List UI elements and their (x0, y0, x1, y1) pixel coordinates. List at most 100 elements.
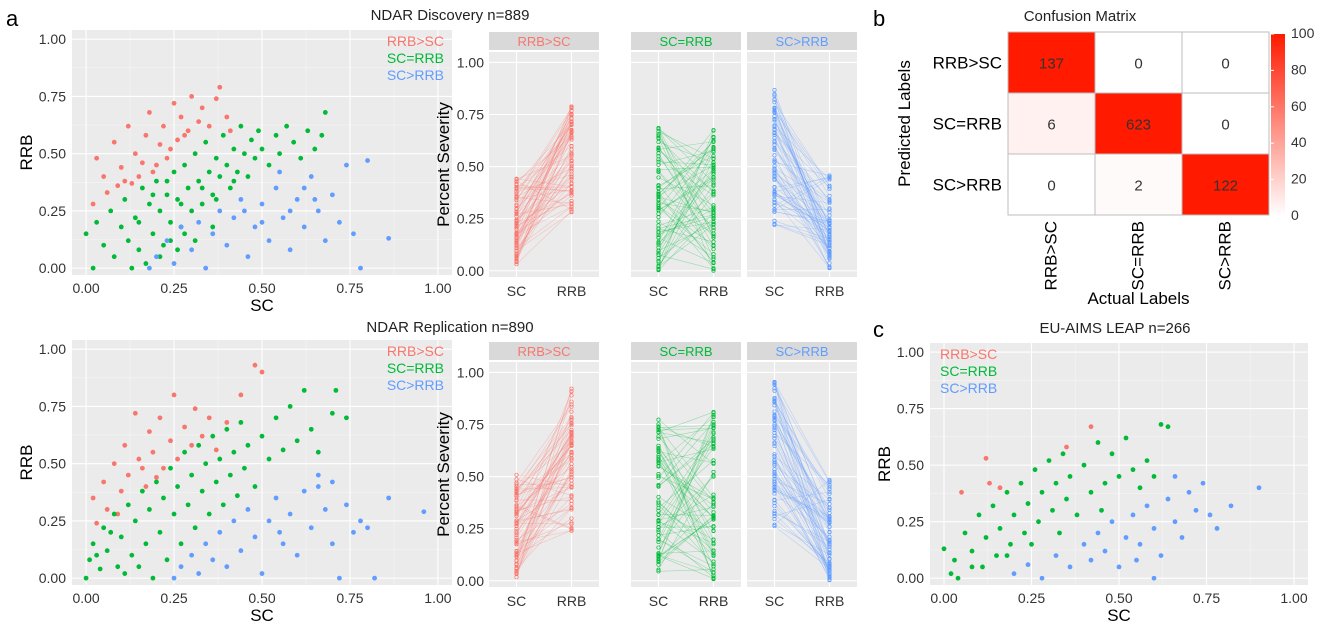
replication-sev-strip-label: SC>RRB (775, 344, 828, 359)
discovery-sev-sc-point (514, 235, 519, 240)
replication-point-SC=RRB (132, 518, 138, 524)
discovery-point-SC>RRB (386, 235, 392, 241)
discovery-sev-pair-line (516, 171, 572, 258)
discovery-point-SC=RRB (136, 219, 142, 225)
replication-point-SC>RRB (287, 511, 293, 517)
discovery-sev-pair-line (658, 161, 714, 166)
discovery-point-SC>RRB (210, 231, 216, 237)
discovery-sev-rrb-point (569, 209, 574, 214)
replication-sev-pair-line (774, 510, 830, 547)
replication-point-RRB>SC (139, 465, 145, 471)
replication-sev-sc-point (772, 484, 777, 489)
discovery-point-SC=RRB (210, 224, 216, 230)
discovery-sev-sc-point (772, 140, 777, 145)
confusion-cell-value: 0 (1047, 178, 1055, 195)
discovery-sev-pair-line (774, 176, 830, 252)
replication-sev-rrb-point (827, 480, 832, 485)
euaims-point-SC=RRB (1095, 440, 1101, 445)
colorbar-tick-label: 40 (1291, 134, 1307, 150)
discovery-sev-sc-point (514, 236, 519, 241)
euaims-point-SC=RRB (1116, 474, 1122, 479)
discovery-sev-ytick: 0.50 (457, 159, 484, 175)
replication-sev-pair-line (516, 440, 572, 568)
discovery-point-SC=RRB (277, 151, 282, 157)
discovery-sev-pair-line (774, 125, 830, 216)
discovery-point-SC=RRB (132, 215, 138, 221)
discovery-sev-pair-line (658, 131, 714, 159)
replication-sev-pair-line (658, 424, 714, 580)
discovery-sev-sc-point (514, 243, 519, 248)
discovery-point-SC>RRB (277, 169, 282, 175)
discovery-sev-pair-line (774, 149, 830, 225)
discovery-sev-rrb-point (827, 185, 832, 190)
replication-point-SC=RRB (83, 575, 89, 581)
discovery-point-RRB>SC (90, 201, 96, 207)
replication-sev-rrb-point (827, 524, 832, 529)
discovery-sev-rrb-point (827, 217, 832, 222)
replication-sev-pair-line (516, 476, 572, 496)
discovery-point-RRB>SC (157, 142, 163, 147)
discovery-sev-sc-point (772, 176, 777, 181)
replication-sev-sc-point (656, 458, 661, 463)
discovery-sev-sc-point (772, 169, 777, 174)
discovery-point-SC=RRB (185, 185, 191, 191)
discovery-sev-pair-line (774, 192, 830, 224)
replication-sev-sc-point (656, 508, 661, 513)
replication-sev-rrb-point (711, 410, 716, 415)
euaims-point-SC>RRB (1256, 485, 1262, 491)
discovery-sev-ylabel: Percent Severity (434, 102, 453, 227)
panel-letter-a: a (6, 6, 19, 31)
replication-sev-rrb-point (569, 450, 574, 455)
replication-point-RRB>SC (259, 369, 265, 375)
replication-sev-pair-line (658, 516, 714, 563)
replication-sev-pair-line (658, 494, 714, 528)
discovery-point-SC=RRB (136, 247, 142, 253)
discovery-sev-rrb-point (827, 199, 832, 204)
replication-sev-pair-line (516, 457, 572, 534)
replication-sev-ytick: 1.00 (457, 364, 484, 380)
discovery-sev-rrb-point (711, 148, 716, 153)
discovery-sev-rrb-point (711, 175, 716, 180)
discovery-sev-sc-point (772, 189, 777, 194)
discovery-point-SC=RRB (139, 185, 145, 191)
discovery-point-SC=RRB (83, 231, 89, 237)
discovery-sev-rrb-point (711, 170, 716, 175)
replication-sev-pair-line (516, 422, 572, 536)
discovery-point-SC=RRB (312, 146, 318, 152)
replication-sev-pair-line (516, 444, 572, 515)
replication-sev-sc-point (772, 454, 777, 459)
replication-sev-pair-line (516, 530, 572, 554)
discovery-sev-pair-line (774, 129, 830, 255)
replication-point-SC=RRB (234, 493, 240, 499)
replication-point-SC>RRB (301, 488, 307, 494)
discovery-sev-sc-point (514, 232, 519, 238)
replication-sev-rrb-point (827, 477, 832, 483)
discovery-sev-pair-line (658, 127, 714, 238)
replication-point-SC=RRB (87, 557, 92, 563)
replication-xtick: 0.00 (72, 590, 99, 606)
replication-point-SC=RRB (115, 564, 121, 570)
replication-sev-pair-line (774, 426, 830, 510)
replication-point-SC=RRB (238, 420, 244, 425)
replication-sev-pair-line (658, 514, 714, 516)
replication-sev-sc-point (514, 489, 519, 494)
replication-sev-rrb-point (711, 446, 716, 451)
discovery-sev-rrb-point (569, 150, 574, 155)
discovery-sev-rrb-point (569, 167, 574, 172)
euaims-point-SC=RRB (1057, 530, 1062, 536)
discovery-sev-pair-line (516, 110, 572, 197)
discovery-point-SC=RRB (259, 146, 265, 152)
discovery-sev-rrb-point (569, 129, 574, 134)
replication-sev-sc-point (514, 571, 519, 577)
discovery-sev-pair-line (658, 159, 714, 269)
euaims-xtick: 0.00 (930, 590, 957, 606)
discovery-sev-rrb-point (711, 261, 716, 266)
discovery-sev-pair-line (774, 119, 830, 253)
discovery-sev-pair-line (516, 122, 572, 242)
replication-sev-sc-point (772, 461, 777, 466)
euaims-point-SC=RRB (994, 553, 999, 558)
replication-sev-rrb-point (827, 487, 832, 492)
discovery-point-SC=RRB (291, 139, 297, 145)
replication-sev-sc-point (514, 531, 519, 536)
replication-sev-pair-line (516, 388, 572, 564)
